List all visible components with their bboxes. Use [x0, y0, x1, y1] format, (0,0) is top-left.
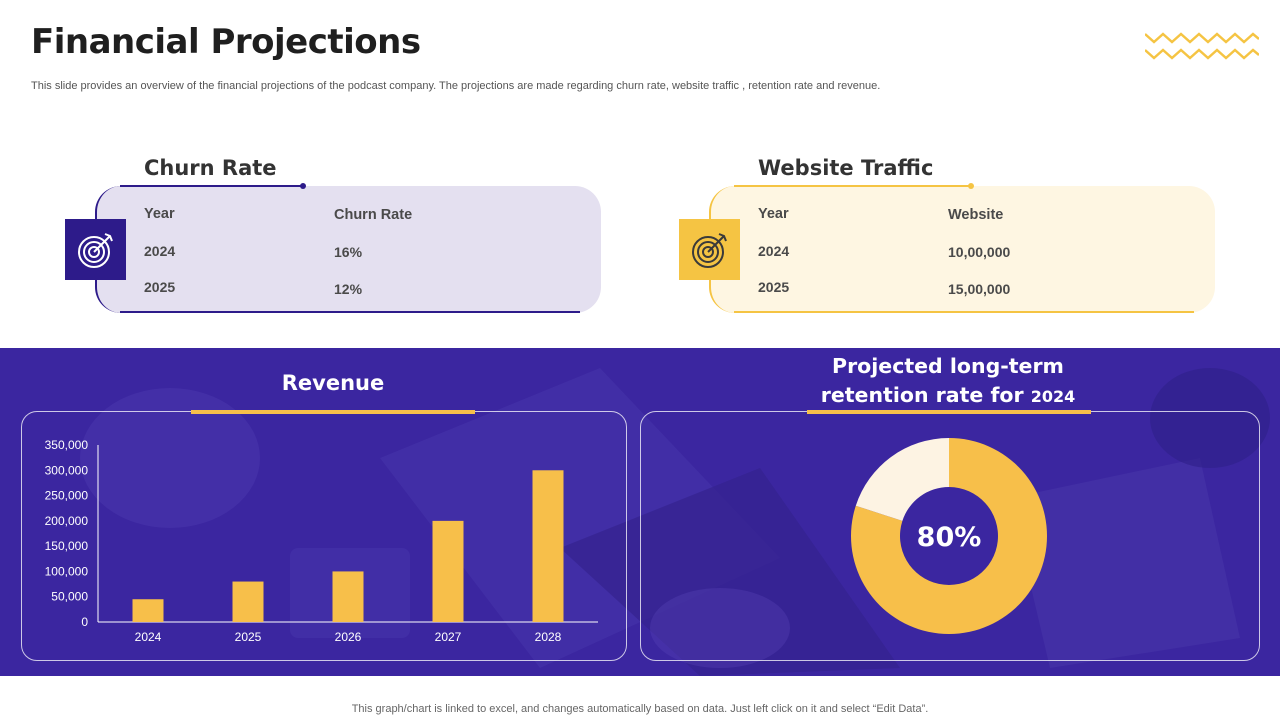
traffic-dot — [968, 183, 974, 189]
target-icon — [77, 232, 113, 268]
page-subtitle: This slide provides an overview of the f… — [31, 80, 881, 92]
churn-row-value: 16% — [334, 244, 363, 260]
zigzag-decoration-icon — [1145, 32, 1259, 60]
traffic-col-year: Year — [758, 206, 789, 222]
target-icon — [691, 232, 727, 268]
retention-heading-line2: retention rate for — [820, 383, 1031, 407]
churn-heading: Churn Rate — [144, 156, 277, 180]
revenue-panel — [21, 411, 627, 661]
retention-heading-year: 2024 — [1030, 387, 1076, 406]
page-title: Financial Projections — [31, 22, 421, 62]
traffic-row-year: 2025 — [758, 279, 790, 295]
charts-band: Revenue Projected long-term retention ra… — [0, 348, 1280, 676]
traffic-icon-box — [679, 219, 740, 280]
revenue-heading: Revenue — [281, 371, 385, 395]
churn-bottom-line — [120, 311, 580, 313]
traffic-col-website: Website — [948, 207, 1004, 223]
retention-underline — [807, 410, 1091, 414]
churn-row-value: 12% — [334, 281, 363, 297]
revenue-underline — [191, 410, 475, 414]
churn-row-year: 2025 — [144, 279, 176, 295]
traffic-row-year: 2024 — [758, 243, 790, 259]
retention-heading: Projected long-term retention rate for 2… — [760, 352, 1136, 411]
churn-col-year: Year — [144, 206, 175, 222]
traffic-top-line — [734, 185, 972, 187]
retention-panel — [640, 411, 1260, 661]
footnote: This graph/chart is linked to excel, and… — [351, 703, 929, 715]
churn-card — [95, 186, 601, 313]
traffic-bottom-line — [734, 311, 1194, 313]
retention-heading-line1: Projected long-term — [832, 354, 1064, 378]
churn-top-line — [120, 185, 303, 187]
churn-row-year: 2024 — [144, 243, 176, 259]
churn-dot — [300, 183, 306, 189]
traffic-card — [709, 186, 1215, 313]
traffic-row-value: 15,00,000 — [948, 281, 1011, 297]
traffic-row-value: 10,00,000 — [948, 244, 1011, 260]
churn-icon-box — [65, 219, 126, 280]
traffic-heading: Website Traffic — [758, 156, 934, 180]
churn-col-rate: Churn Rate — [334, 207, 413, 223]
